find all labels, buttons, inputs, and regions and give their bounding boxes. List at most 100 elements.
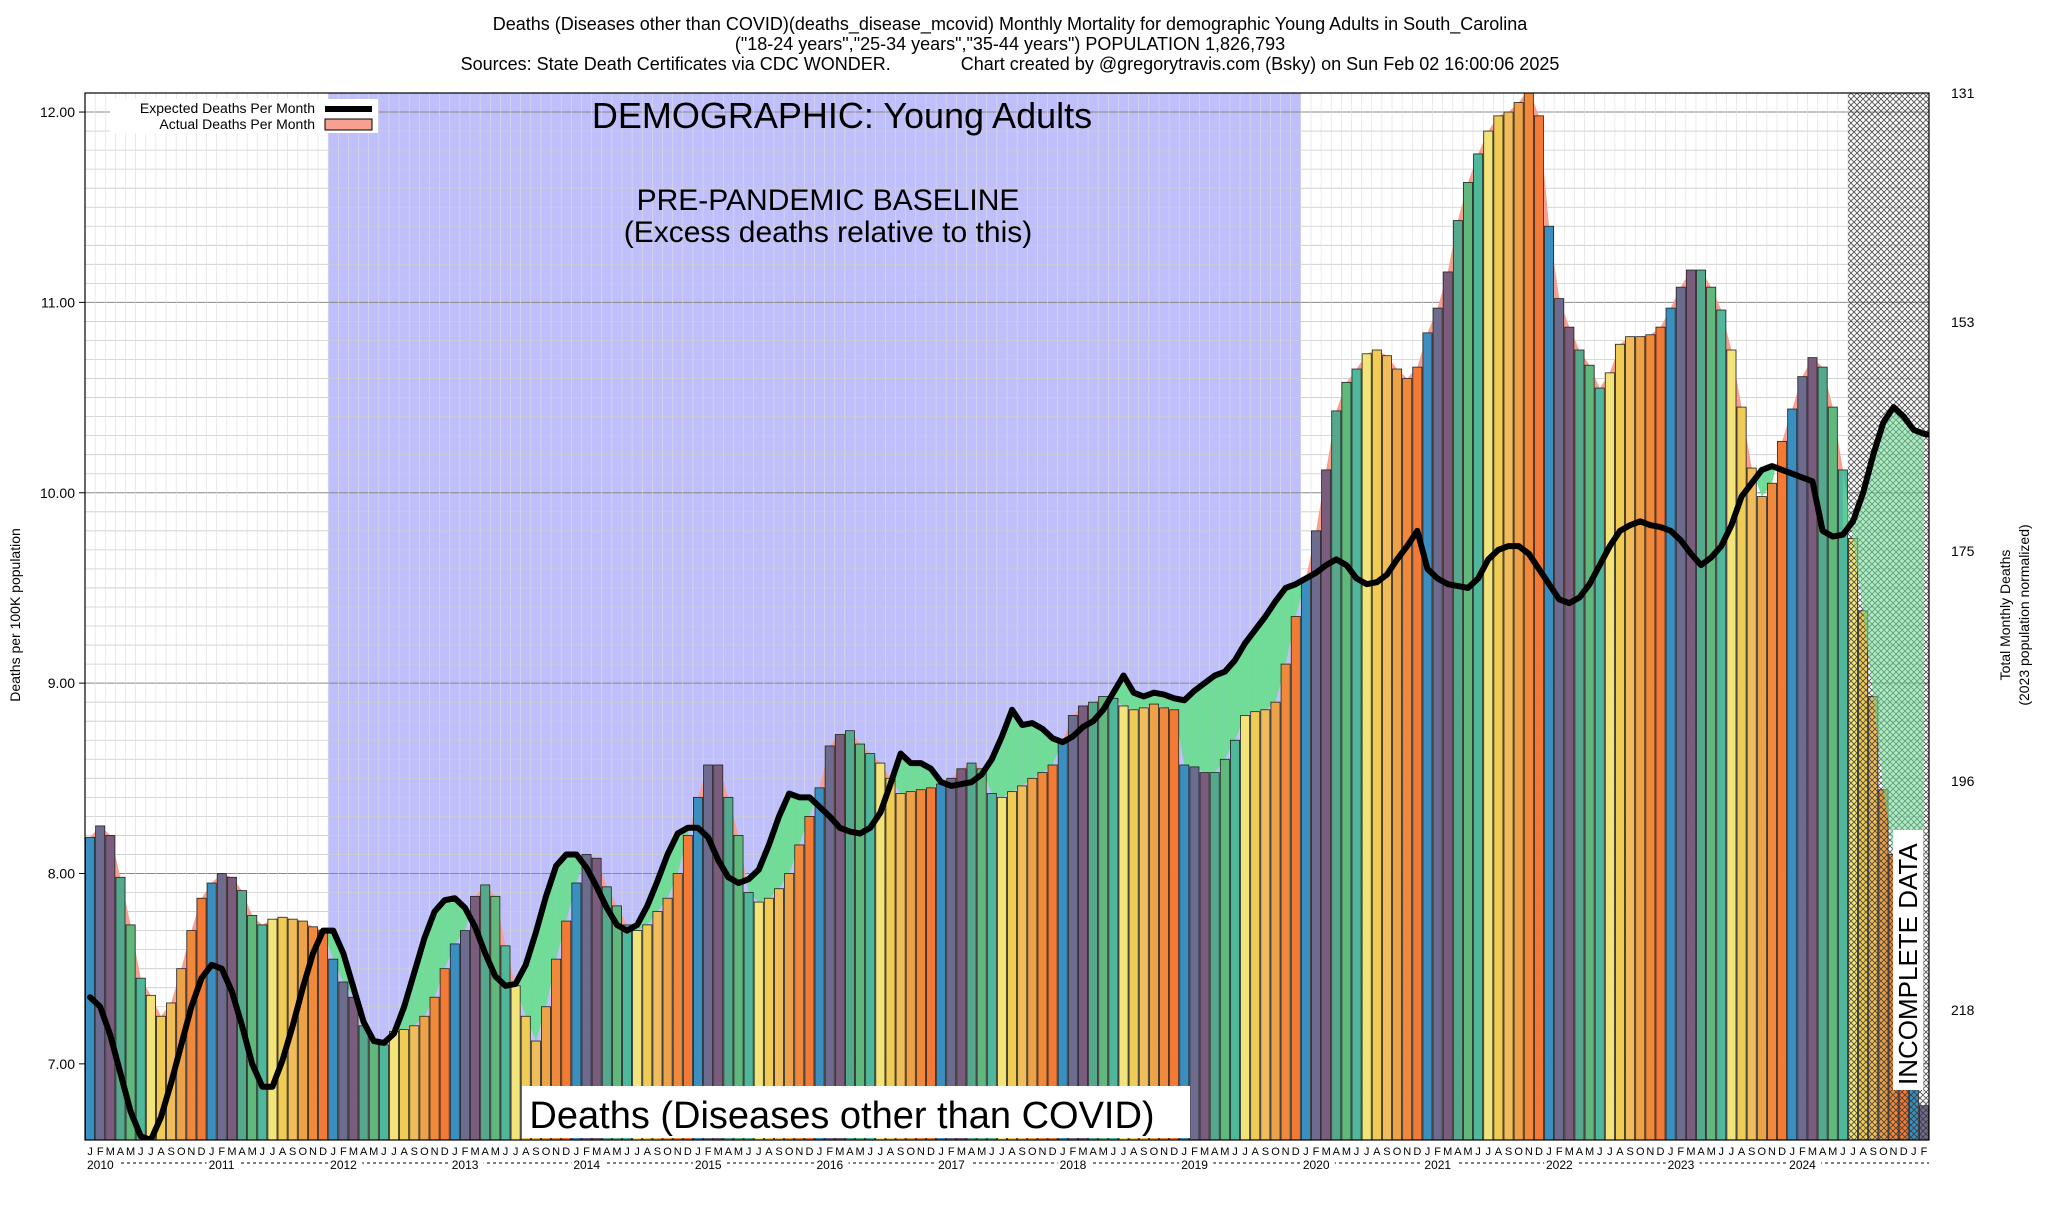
x-month-label: A <box>157 1146 165 1158</box>
bar <box>714 765 723 1140</box>
bar <box>278 917 287 1140</box>
x-year-label: 2016 <box>816 1158 843 1172</box>
x-month-label: F <box>1313 1146 1320 1158</box>
bar <box>187 931 196 1140</box>
x-month-label: J <box>878 1146 884 1158</box>
bar <box>1241 715 1250 1140</box>
x-month-label: N <box>1646 1146 1654 1158</box>
x-month-label: N <box>1768 1146 1776 1158</box>
x-month-label: J <box>513 1146 519 1158</box>
y-tick-label: 12.00 <box>40 104 75 120</box>
x-month-label: N <box>917 1146 925 1158</box>
x-month-label: F <box>1921 1146 1928 1158</box>
x-month-label: D <box>562 1146 570 1158</box>
x-year-label: 2017 <box>938 1158 965 1172</box>
bar <box>1099 696 1108 1140</box>
bar <box>1828 407 1837 1140</box>
bar <box>1565 327 1574 1140</box>
bar <box>1342 382 1351 1140</box>
bar <box>1514 103 1523 1140</box>
bar <box>1058 740 1067 1140</box>
x-month-label: M <box>1443 1146 1452 1158</box>
bar <box>1048 765 1057 1140</box>
x-month-label: D <box>1900 1146 1908 1158</box>
bar <box>1656 327 1665 1140</box>
x-month-label: O <box>420 1146 429 1158</box>
bar <box>1038 773 1047 1140</box>
bar <box>369 1039 378 1140</box>
bar <box>1534 116 1543 1140</box>
bar <box>1453 221 1462 1140</box>
x-month-label: F <box>705 1146 712 1158</box>
bar <box>1737 407 1746 1140</box>
x-month-label: F <box>1799 1146 1806 1158</box>
x-month-label: A <box>1008 1146 1016 1158</box>
x-month-label: S <box>1140 1146 1147 1158</box>
bar <box>1028 778 1037 1140</box>
deficit-area <box>911 763 921 792</box>
bar <box>1089 702 1098 1140</box>
bar <box>1646 335 1655 1140</box>
x-month-label: J <box>574 1146 580 1158</box>
x-month-label: J <box>938 1146 944 1158</box>
bar <box>1474 154 1483 1140</box>
bar <box>1555 299 1564 1140</box>
bar <box>1615 344 1624 1140</box>
x-month-label: M <box>491 1146 500 1158</box>
x-month-label: J <box>695 1146 701 1158</box>
bar <box>1180 765 1189 1140</box>
x-month-label: M <box>227 1146 236 1158</box>
x-month-label: F <box>1556 1146 1563 1158</box>
bar <box>106 835 115 1140</box>
deficit-area <box>1194 683 1204 772</box>
x-month-label: N <box>1403 1146 1411 1158</box>
x-year-label: 2012 <box>330 1158 357 1172</box>
x-month-label: O <box>906 1146 915 1158</box>
x-month-label: J <box>1911 1146 1917 1158</box>
x-month-label: M <box>714 1146 723 1158</box>
bar <box>1230 740 1239 1140</box>
x-month-label: F <box>340 1146 347 1158</box>
x-month-label: O <box>299 1146 308 1158</box>
bar <box>1352 369 1361 1140</box>
x-month-label: S <box>1505 1146 1512 1158</box>
x-month-label: M <box>470 1146 479 1158</box>
x-year-label: 2024 <box>1789 1158 1816 1172</box>
bar <box>1190 767 1199 1140</box>
x-month-label: J <box>1425 1146 1431 1158</box>
bar <box>1301 578 1310 1140</box>
x-month-label: O <box>1514 1146 1523 1158</box>
y-tick-label: 7.00 <box>48 1056 75 1072</box>
x-month-label: A <box>846 1146 854 1158</box>
bar <box>1433 308 1442 1140</box>
x-month-label: A <box>1616 1146 1624 1158</box>
x-month-label: J <box>270 1146 276 1158</box>
bar <box>1139 708 1148 1140</box>
y-axis-label-right: Total Monthly Deaths <box>1997 550 2013 681</box>
x-month-label: J <box>1607 1146 1613 1158</box>
x-month-label: N <box>1038 1146 1046 1158</box>
bar <box>389 1031 398 1140</box>
bar <box>1636 337 1645 1140</box>
bar <box>977 769 986 1140</box>
bar <box>704 765 713 1140</box>
bar <box>400 1030 409 1140</box>
bar <box>1727 350 1736 1140</box>
x-month-label: S <box>1870 1146 1877 1158</box>
x-month-label: A <box>1089 1146 1097 1158</box>
x-month-label: A <box>482 1146 490 1158</box>
x-year-label: 2014 <box>573 1158 600 1172</box>
x-month-label: M <box>1585 1146 1594 1158</box>
bar <box>1463 182 1472 1140</box>
y-axis-label-right-sub: (2023 population normalized) <box>2016 524 2032 705</box>
bar <box>1271 702 1280 1140</box>
x-month-label: J <box>1719 1146 1725 1158</box>
x-month-label: O <box>542 1146 551 1158</box>
x-month-label: A <box>644 1146 652 1158</box>
x-month-label: N <box>1160 1146 1168 1158</box>
bar <box>825 746 834 1140</box>
x-month-label: A <box>887 1146 895 1158</box>
bar <box>1575 350 1584 1140</box>
bar <box>967 763 976 1140</box>
x-year-label: 2019 <box>1181 1158 1208 1172</box>
